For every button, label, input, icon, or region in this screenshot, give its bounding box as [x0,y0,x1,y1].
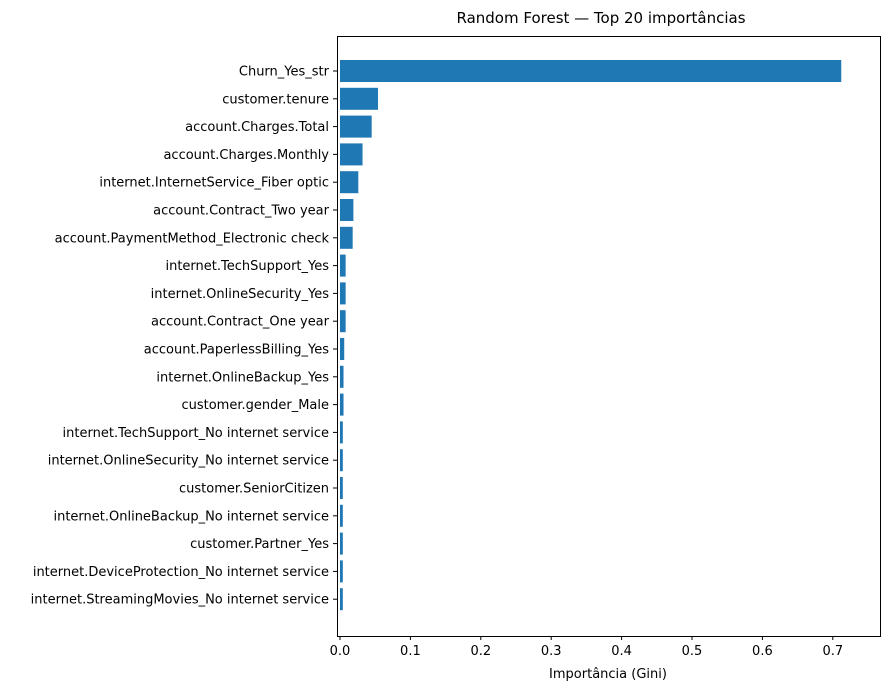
x-tick-label: 0.1 [400,644,421,659]
bar [340,282,346,305]
bar [340,254,346,277]
chart-title: Random Forest — Top 20 importâncias [456,9,745,27]
x-tick-label: 0.0 [330,644,351,659]
bar [340,477,343,499]
x-tick-label: 0.4 [611,644,632,659]
y-tick-label: internet.TechSupport_No internet service [63,426,329,441]
y-tick-label: account.Charges.Total [185,120,329,135]
bar [340,199,354,221]
x-tick-label: 0.2 [470,644,491,659]
bar [340,560,343,583]
y-tick-label: account.PaperlessBilling_Yes [144,343,329,358]
y-ticks-group: Churn_Yes_str customer.tenure account.Char… [31,65,337,608]
plot-frame [337,36,881,637]
y-tick-label: internet.OnlineSecurity_No internet serv… [48,454,329,469]
bar [340,504,343,527]
y-tick-label: customer.gender_Male [181,398,329,413]
y-tick-label: internet.StreamingMovies_No internet ser… [31,593,329,608]
bar [340,310,346,333]
bar [340,588,343,611]
y-tick-label: account.Contract_Two year [153,204,330,219]
y-tick-label: customer.tenure [222,92,329,107]
y-tick-label: internet.DeviceProtection_No internet se… [33,565,329,580]
bar [340,226,353,249]
bar [340,449,343,472]
bar [340,143,363,166]
x-tick-label: 0.6 [752,644,773,659]
bar [340,365,344,388]
x-tick-label: 0.7 [822,644,843,659]
y-tick-label: internet.OnlineBackup_No internet servic… [53,509,329,524]
x-tick-label: 0.5 [682,644,703,659]
y-tick-label: internet.OnlineSecurity_Yes [151,287,330,302]
y-tick-label: Churn_Yes_str [239,65,330,80]
bar [340,532,343,555]
y-tick-label: internet.InternetService_Fiber optic [99,176,329,191]
x-axis-label: Importância (Gini) [549,667,667,682]
y-tick-label: account.PaymentMethod_Electronic check [55,231,330,246]
y-tick-label: internet.OnlineBackup_Yes [156,370,329,385]
bar [340,421,343,444]
x-tick-label: 0.3 [541,644,562,659]
bar [340,87,379,110]
y-tick-label: customer.SeniorCitizen [179,482,329,497]
bar [340,338,345,360]
bar [340,60,842,82]
bar [340,115,372,138]
y-tick-label: customer.Partner_Yes [190,537,329,552]
bar [340,393,344,416]
x-ticks-group: 0.0 0.1 0.2 0.3 0.4 0.5 0.6 0.7 [330,636,843,659]
bar [340,171,359,194]
bars-group [340,60,842,611]
y-tick-label: internet.TechSupport_Yes [165,259,329,274]
y-tick-label: account.Contract_One year [151,315,330,330]
y-tick-label: account.Charges.Monthly [163,148,329,163]
